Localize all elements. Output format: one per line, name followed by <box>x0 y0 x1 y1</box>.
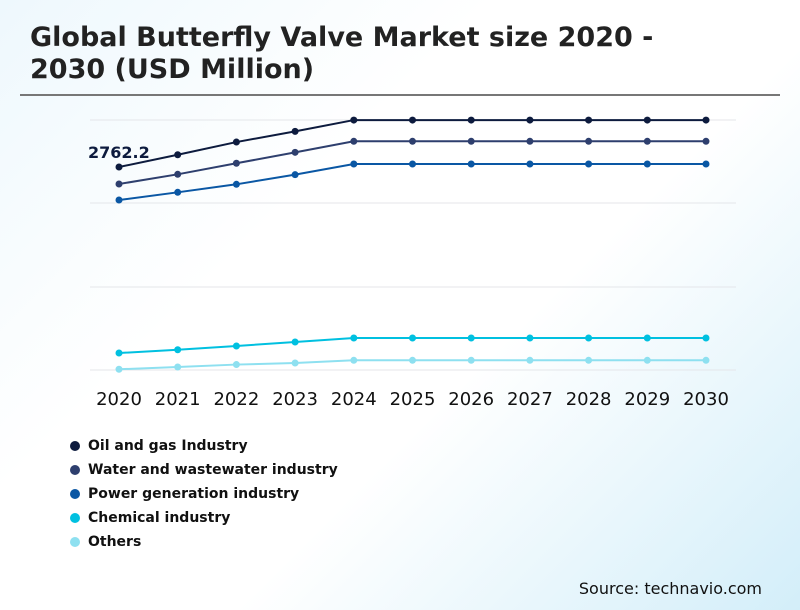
data-point <box>174 151 182 159</box>
data-point <box>526 116 534 124</box>
data-point <box>350 137 358 145</box>
data-point <box>702 334 710 342</box>
x-tick-label: 2030 <box>683 389 729 410</box>
data-point <box>526 137 534 145</box>
data-point <box>585 334 593 342</box>
title-divider <box>20 94 780 96</box>
data-point <box>232 138 240 146</box>
legend-label: Power generation industry <box>88 486 300 502</box>
data-point <box>467 356 475 364</box>
data-point <box>350 116 358 124</box>
x-tick-label: 2020 <box>96 389 142 410</box>
data-point <box>643 334 651 342</box>
legend-item: Oil and gas Industry <box>70 434 338 458</box>
data-point <box>174 170 182 178</box>
legend-item: Others <box>70 530 338 554</box>
data-point <box>526 160 534 168</box>
data-point <box>232 159 240 167</box>
data-point <box>115 365 123 373</box>
data-point <box>643 356 651 364</box>
legend-item: Power generation industry <box>70 482 338 506</box>
data-point <box>409 334 416 342</box>
x-tick-label: 2026 <box>448 389 494 410</box>
data-point <box>643 160 651 168</box>
data-point <box>467 116 475 124</box>
data-point <box>291 171 299 179</box>
data-point <box>526 356 534 364</box>
legend-label: Oil and gas Industry <box>88 438 248 454</box>
data-point <box>702 116 710 124</box>
x-tick-label: 2025 <box>390 389 436 410</box>
data-point <box>643 116 651 124</box>
data-point <box>585 160 593 168</box>
data-point <box>232 342 240 350</box>
data-point <box>526 334 534 342</box>
data-point <box>291 338 299 346</box>
data-point <box>702 356 710 364</box>
legend-label: Others <box>88 534 142 550</box>
data-point <box>115 163 123 171</box>
legend-label: Water and wastewater industry <box>88 462 338 478</box>
legend-marker-icon <box>70 537 80 547</box>
x-tick-label: 2024 <box>331 389 377 410</box>
data-point <box>174 346 182 354</box>
x-tick-label: 2027 <box>507 389 553 410</box>
data-point <box>115 349 123 357</box>
data-point <box>291 359 299 367</box>
x-tick-label: 2021 <box>155 389 201 410</box>
data-point <box>467 137 475 145</box>
data-point <box>409 356 416 364</box>
legend: Oil and gas Industry Water and wastewater… <box>70 434 338 554</box>
data-point <box>174 363 182 371</box>
data-point <box>585 137 593 145</box>
legend-item: Water and wastewater industry <box>70 458 338 482</box>
x-tick-label: 2022 <box>213 389 259 410</box>
data-point <box>409 160 416 168</box>
data-point <box>115 180 123 188</box>
legend-marker-icon <box>70 489 80 499</box>
data-point <box>585 116 593 124</box>
x-tick-label: 2029 <box>624 389 670 410</box>
data-point <box>585 356 593 364</box>
data-point <box>702 137 710 145</box>
legend-label: Chemical industry <box>88 510 231 526</box>
data-point <box>350 356 358 364</box>
x-tick-label: 2023 <box>272 389 318 410</box>
data-point <box>643 137 651 145</box>
data-point <box>291 127 299 135</box>
data-point <box>232 180 240 188</box>
legend-marker-icon <box>70 465 80 475</box>
data-point <box>467 160 475 168</box>
data-point <box>174 188 182 196</box>
data-point <box>232 361 240 369</box>
legend-marker-icon <box>70 513 80 523</box>
data-point <box>350 334 358 342</box>
legend-item: Chemical industry <box>70 506 338 530</box>
data-point <box>409 116 416 124</box>
data-label: 2762.2 <box>88 143 150 162</box>
source-label: Source: technavio.com <box>578 579 762 598</box>
data-point <box>350 160 358 168</box>
legend-marker-icon <box>70 441 80 451</box>
chart-title: Global Butterfly Valve Market size 2020 … <box>30 22 654 85</box>
data-point <box>702 160 710 168</box>
data-point <box>115 196 123 204</box>
data-point <box>291 148 299 156</box>
line-chart: 2020 2021 2022 2023 2024 2025 2026 2027 2028 2029… <box>88 116 736 410</box>
data-point <box>409 137 416 145</box>
data-point <box>467 334 475 342</box>
x-tick-label: 2028 <box>566 389 612 410</box>
